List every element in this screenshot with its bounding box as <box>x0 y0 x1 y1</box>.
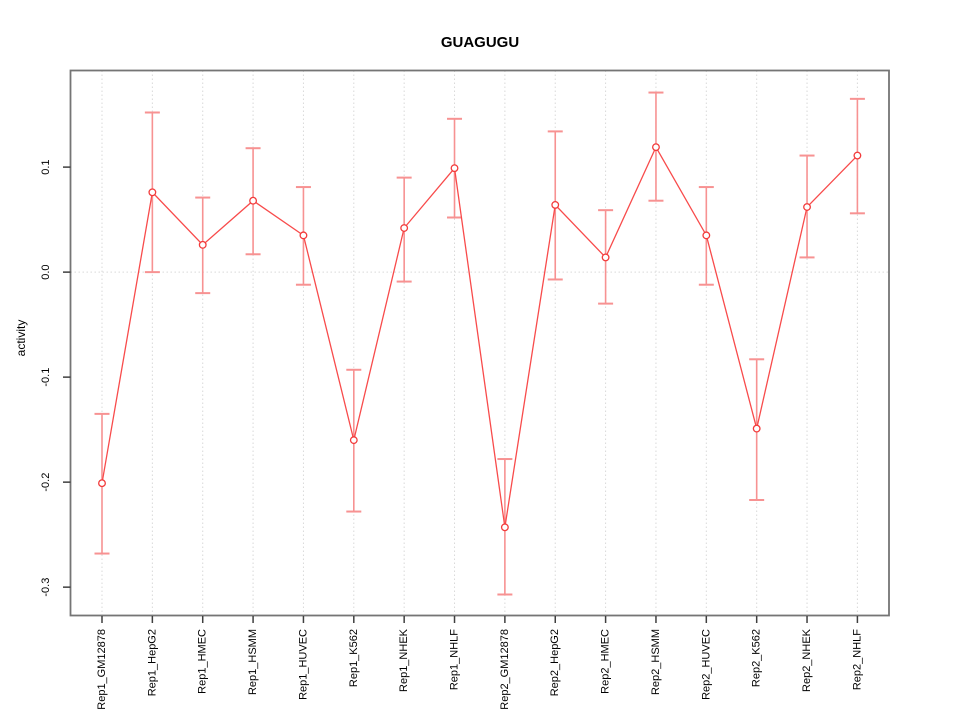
x-tick-label: Rep1_HUVEC <box>297 629 309 700</box>
data-point <box>500 523 509 532</box>
x-tick-label: Rep2_GM12878 <box>499 629 511 710</box>
series-line <box>101 145 858 528</box>
data-point <box>148 188 157 197</box>
data-point <box>450 164 459 173</box>
axis-layer <box>63 69 890 623</box>
y-axis-label: activity <box>14 320 28 357</box>
x-tick-label: Rep2_HSMM <box>650 629 662 695</box>
x-tick-label: Rep1_NHLF <box>449 629 461 690</box>
x-tick-label: Rep2_NHEK <box>801 628 813 692</box>
x-tick-label: Rep1_K562 <box>348 629 360 687</box>
y-tick-label: -0.2 <box>40 473 52 492</box>
x-tick-label: Rep1_GM12878 <box>96 629 108 710</box>
chart-title: GUAGUGU <box>441 34 519 51</box>
data-point <box>853 151 862 160</box>
data-point <box>803 203 811 211</box>
data-point <box>551 200 560 209</box>
x-tick-label: Rep1_HSMM <box>247 629 259 695</box>
x-tick-label: Rep2_HMEC <box>600 629 612 694</box>
y-tick-label: 0.1 <box>40 159 52 174</box>
data-point <box>652 143 660 152</box>
data-point <box>400 224 409 232</box>
data-point <box>299 231 308 240</box>
plot-border <box>69 69 890 617</box>
data-layer <box>94 91 865 596</box>
x-tick-label: Rep2_HepG2 <box>549 629 561 696</box>
data-point <box>349 436 358 445</box>
x-tick-label: Rep2_HUVEC <box>700 629 712 700</box>
data-point <box>249 196 258 205</box>
y-tick-label: -0.3 <box>40 578 52 597</box>
x-tick-label: Rep2_NHLF <box>851 629 863 690</box>
x-tick-label: Rep1_HMEC <box>197 629 209 694</box>
x-tick-label: Rep1_HepG2 <box>146 629 158 696</box>
y-tick-label: 0.0 <box>40 264 52 279</box>
data-point <box>98 479 106 488</box>
data-point <box>752 424 761 433</box>
grid-layer <box>70 70 889 616</box>
y-tick-label: -0.1 <box>40 368 52 387</box>
x-tick-label: Rep2_K562 <box>751 629 763 687</box>
x-tick-label: Rep1_NHEK <box>398 628 410 692</box>
data-point <box>601 253 610 262</box>
data-point <box>198 240 207 249</box>
tick-label-layer: -0.3 -0.2 -0.1 0.0 0.1 Rep1_GM12878 Rep1_HepG2… <box>40 159 863 709</box>
data-point <box>702 231 711 240</box>
